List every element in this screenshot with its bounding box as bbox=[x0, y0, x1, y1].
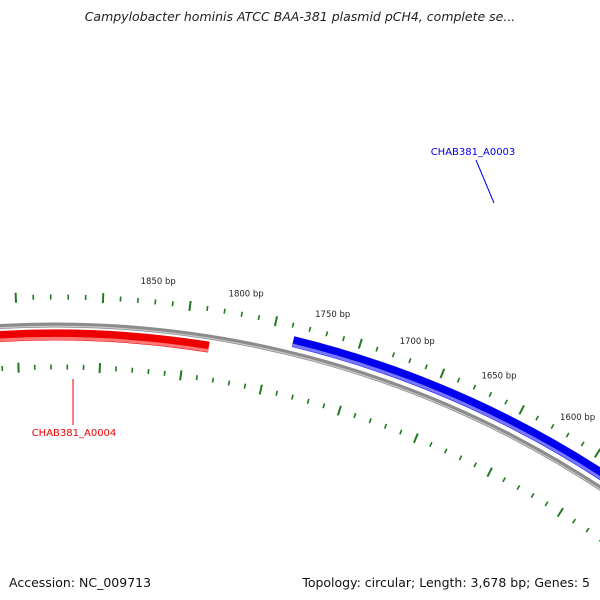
minor-tick bbox=[243, 383, 247, 389]
minor-tick bbox=[368, 418, 372, 424]
gene-arc-chab381-a0004-highlight bbox=[0, 337, 209, 353]
minor-tick bbox=[572, 518, 577, 524]
major-tick bbox=[258, 384, 263, 395]
major-tick bbox=[336, 405, 342, 416]
minor-tick bbox=[375, 346, 379, 352]
minor-tick bbox=[306, 398, 310, 404]
gene-arc-chab381-a0003-highlight bbox=[291, 343, 600, 480]
minor-tick bbox=[530, 493, 535, 499]
ruler-labels: 1600 bp 1650 bp 1700 bp 1750 bp 1800 bp … bbox=[141, 277, 596, 423]
gene-arc-chab381-a0003[interactable] bbox=[291, 336, 600, 495]
minor-tick bbox=[408, 358, 412, 364]
minor-tick bbox=[580, 441, 585, 447]
major-tick bbox=[439, 368, 446, 379]
map-title: Campylobacter hominis ATCC BAA-381 plasm… bbox=[84, 9, 516, 24]
minor-tick bbox=[171, 301, 174, 307]
minor-tick bbox=[291, 322, 295, 328]
ruler-label: 1800 bp bbox=[229, 290, 264, 300]
minor-tick bbox=[456, 377, 461, 383]
minor-tick bbox=[399, 429, 403, 435]
ruler-label: 1600 bp bbox=[560, 413, 595, 423]
major-tick bbox=[518, 405, 525, 415]
minor-tick bbox=[391, 352, 396, 358]
minor-tick bbox=[429, 441, 433, 448]
ruler-label: 1850 bp bbox=[141, 277, 176, 287]
major-tick bbox=[594, 448, 600, 458]
minor-tick bbox=[223, 308, 226, 314]
minor-tick bbox=[291, 394, 294, 400]
minor-tick bbox=[195, 375, 199, 381]
ruler-label: 1750 bp bbox=[315, 310, 350, 320]
minor-tick bbox=[550, 423, 555, 429]
minor-tick bbox=[585, 527, 590, 533]
minor-tick bbox=[383, 423, 388, 429]
minor-tick bbox=[227, 380, 231, 386]
major-tick bbox=[179, 370, 183, 381]
minor-tick bbox=[211, 377, 215, 383]
minor-tick bbox=[472, 384, 477, 390]
ruler-label: 1650 bp bbox=[481, 372, 516, 382]
minor-tick bbox=[353, 412, 357, 419]
minor-tick bbox=[504, 399, 508, 405]
minor-tick bbox=[458, 455, 463, 461]
major-tick bbox=[486, 467, 493, 478]
minor-tick bbox=[322, 403, 326, 409]
minor-tick bbox=[342, 336, 346, 342]
inner-tick-ring bbox=[1, 362, 600, 542]
minor-tick bbox=[544, 501, 549, 507]
minor-tick bbox=[424, 364, 428, 370]
major-tick bbox=[556, 507, 564, 518]
minor-tick bbox=[325, 331, 329, 337]
plasmid-backbone bbox=[0, 322, 600, 492]
major-tick bbox=[357, 338, 363, 349]
gene-label-chab381-a0003[interactable]: CHAB381_A0003 bbox=[431, 147, 516, 158]
major-tick bbox=[413, 433, 419, 444]
minor-tick bbox=[240, 311, 244, 317]
minor-tick bbox=[502, 477, 506, 483]
gene-label-leader-chab381-a0003 bbox=[475, 159, 495, 204]
gene-arc-chab381-a0004[interactable] bbox=[0, 329, 210, 353]
major-tick bbox=[273, 316, 279, 327]
gene-label-chab381-a0004[interactable]: CHAB381_A0004 bbox=[32, 428, 117, 439]
minor-tick bbox=[443, 448, 448, 454]
minor-tick bbox=[206, 305, 209, 312]
outer-tick-ring bbox=[14, 292, 600, 458]
minor-tick bbox=[488, 391, 493, 398]
ruler-label: 1700 bp bbox=[400, 337, 435, 347]
minor-tick bbox=[163, 370, 166, 376]
minor-tick bbox=[535, 415, 540, 421]
minor-tick bbox=[565, 432, 570, 438]
accession-text: Accession: NC_009713 bbox=[9, 575, 152, 590]
minor-tick bbox=[308, 326, 312, 332]
minor-tick bbox=[473, 462, 477, 468]
plasmid-backbone-highlight bbox=[0, 325, 600, 491]
minor-tick bbox=[516, 484, 521, 491]
major-tick bbox=[188, 300, 192, 312]
topology-summary-text: Topology: circular; Length: 3,678 bp; Ge… bbox=[302, 575, 590, 590]
minor-tick bbox=[275, 390, 279, 396]
minor-tick bbox=[257, 314, 261, 321]
